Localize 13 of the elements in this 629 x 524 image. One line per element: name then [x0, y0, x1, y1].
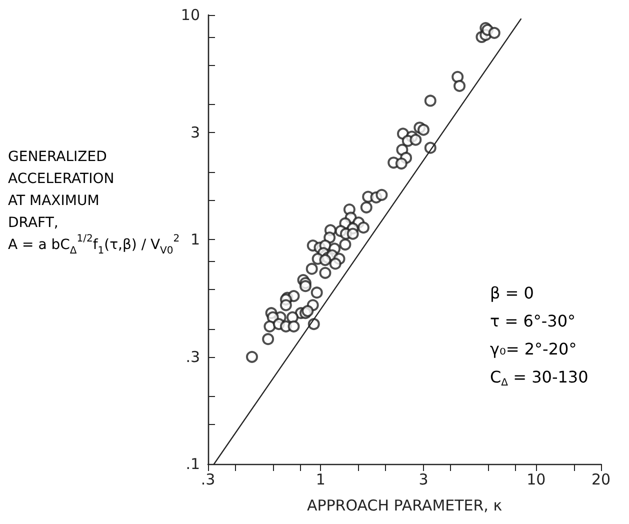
y-tick-label: 3 — [190, 123, 200, 142]
x-tick-label: 3 — [418, 470, 428, 488]
y-tick-label: 10 — [180, 6, 200, 24]
x-tick-label: 20 — [591, 470, 611, 488]
y-tick-label: .1 — [186, 455, 200, 473]
annotation: β = 0 — [490, 284, 534, 302]
y-tick-label: 1 — [190, 230, 200, 248]
x-axis-title: APPROACH PARAMETER, κ — [306, 496, 502, 514]
x-tick-label: 1 — [316, 470, 326, 488]
y-tick-label: .3 — [186, 348, 200, 366]
annotation: τ = 6°-30° — [490, 312, 576, 330]
x-tick-label: 10 — [526, 470, 546, 488]
annotation: γ₀= 2°-20° — [490, 340, 577, 358]
